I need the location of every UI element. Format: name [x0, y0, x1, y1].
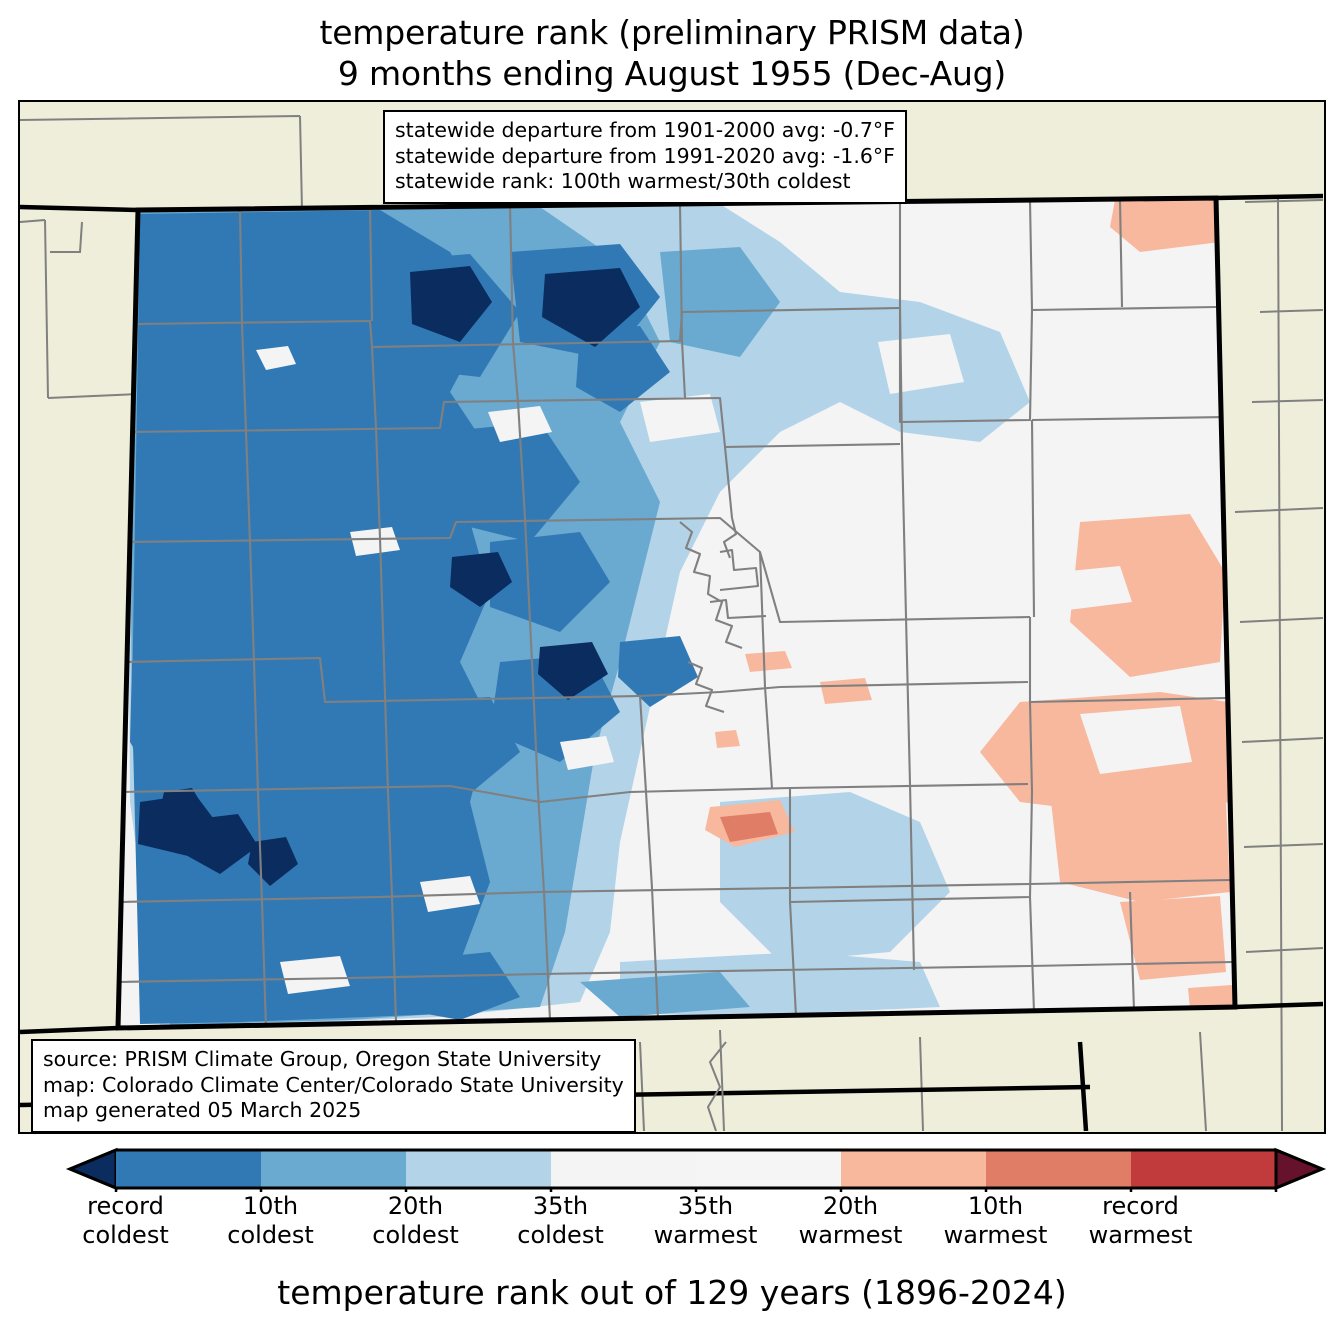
colorbar-label-35th-coldest: 35th coldest — [517, 1192, 604, 1249]
colorbar-band-20th-coldest — [261, 1150, 406, 1188]
colorado-county-lines — [118, 198, 1233, 1028]
title-line-2: 9 months ending August 1955 (Dec-Aug) — [337, 54, 1007, 93]
colorbar-label-record-coldest: record coldest — [82, 1192, 169, 1249]
colorado-temperature-rank-map — [20, 102, 1323, 1131]
neighbor-county-lines — [20, 115, 1323, 1131]
stat-statewide-rank: statewide rank: 100th warmest/30th colde… — [395, 169, 851, 193]
colorbar-band-20th-warmest — [986, 1150, 1131, 1188]
colorbar-label-20th-coldest: 20th coldest — [372, 1192, 459, 1249]
colorbar-band-middle-warm — [696, 1150, 841, 1188]
map-generated-line: map generated 05 March 2025 — [43, 1098, 362, 1122]
rank-neutral-islands — [256, 334, 1192, 994]
colorado-interior — [118, 198, 1235, 1028]
map-credit-line: map: Colorado Climate Center/Colorado St… — [43, 1072, 624, 1097]
stat-departure-1991-2020: statewide departure from 1991-2020 avg: … — [395, 143, 895, 168]
colorbar-caption: temperature rank out of 129 years (1896-… — [277, 1273, 1067, 1312]
southern-neighbor-lines — [706, 1029, 727, 1131]
colorbar-label-record-warmest: record warmest — [1088, 1192, 1193, 1249]
colorbar-ticks — [114, 1188, 1278, 1192]
colorbar-band-35th-coldest — [406, 1150, 551, 1188]
colorbar-arrow-record-coldest — [66, 1147, 118, 1191]
colorbar: record coldest 10th coldest 20th coldest… — [0, 1146, 1344, 1266]
source-credit-box: source: PRISM Climate Group, Oregon Stat… — [31, 1039, 636, 1133]
rank-band-20th-warmest — [720, 812, 778, 842]
colorbar-band-10th-warmest — [1131, 1150, 1276, 1188]
colorbar-label-35th-warmest: 35th warmest — [653, 1192, 758, 1249]
colorbar-swatches — [66, 1147, 1326, 1192]
title-line-1: temperature rank (preliminary PRISM data… — [319, 13, 1025, 52]
colorbar-band-10th-coldest — [116, 1150, 261, 1188]
source-line: source: PRISM Climate Group, Oregon Stat… — [43, 1047, 602, 1071]
colorbar-label-10th-coldest: 10th coldest — [227, 1192, 314, 1249]
statewide-stats-box: statewide departure from 1901-2000 avg: … — [383, 110, 907, 204]
rank-band-record-coldest — [138, 266, 640, 886]
map-frame — [18, 100, 1326, 1134]
colorbar-arrow-record-warmest — [1274, 1147, 1326, 1191]
stat-departure-1901-2000: statewide departure from 1901-2000 avg: … — [395, 118, 895, 142]
colorbar-band-35th-warmest — [841, 1150, 986, 1188]
colorbar-label-20th-warmest: 20th warmest — [798, 1192, 903, 1249]
colorbar-band-middle-cold — [551, 1150, 696, 1188]
colorbar-tick-labels: record coldest 10th coldest 20th coldest… — [0, 1192, 1344, 1266]
colorbar-label-10th-warmest: 10th warmest — [943, 1192, 1048, 1249]
page-title: temperature rank (preliminary PRISM data… — [0, 12, 1344, 94]
